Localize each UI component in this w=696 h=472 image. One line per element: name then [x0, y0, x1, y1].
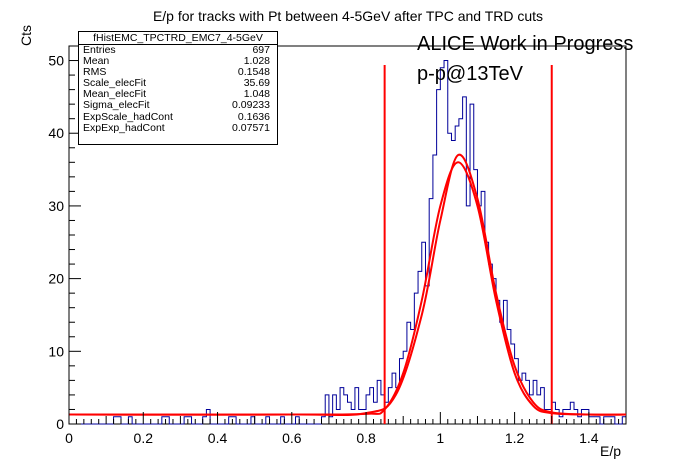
fit-curve-1	[68, 161, 627, 416]
stats-value: 0.1636	[237, 110, 270, 123]
stats-row: RMS 0.1548	[79, 67, 277, 78]
x-tick-label: 1.4	[579, 430, 599, 446]
y-tick-label: 10	[48, 343, 64, 359]
stats-box-title: fHistEMC_TPCTRD_EMC7_4-5GeV	[79, 32, 277, 45]
stats-label: Mean	[83, 55, 110, 68]
chart-title: E/p for tracks with Pt between 4-5GeV af…	[152, 8, 544, 24]
stats-label: Mean_elecFit	[83, 88, 147, 101]
y-tick-label: 20	[48, 271, 64, 287]
x-tick-label: 0.8	[356, 430, 376, 446]
stats-label: Scale_elecFit	[83, 77, 147, 90]
stats-value: 1.048	[243, 88, 270, 101]
collision-system-label: p-p@13TeV	[417, 63, 523, 85]
stats-row: Entries 697	[79, 44, 277, 56]
stats-row: Scale_elecFit 35.69	[79, 78, 277, 89]
stats-row: ExpScale_hadCont 0.1636	[79, 110, 277, 123]
x-tick-label: 1.2	[505, 430, 525, 446]
stats-label: RMS	[83, 66, 107, 79]
stats-row: Sigma_elecFit 0.09233	[79, 100, 277, 111]
stats-value: 0.09233	[232, 99, 270, 112]
stats-value: 35.69	[243, 77, 270, 90]
stats-row: Mean 1.028	[79, 55, 277, 68]
stats-label: ExpExp_hadCont	[83, 121, 165, 134]
stats-value: 1.028	[243, 55, 270, 68]
stats-box: fHistEMC_TPCTRD_EMC7_4-5GeV Entries 697 Me…	[78, 31, 278, 145]
fit-curve-0	[68, 153, 627, 416]
y-tick-label: 40	[48, 125, 64, 141]
y-tick-label: 50	[48, 53, 64, 69]
stats-label: Sigma_elecFit	[83, 99, 150, 112]
stats-row: Mean_elecFit 1.048	[79, 89, 277, 100]
stats-value: 0.1548	[237, 66, 270, 79]
x-tick-label: 0.6	[282, 430, 302, 446]
stats-row: ExpExp_hadCont 0.07571	[79, 121, 277, 134]
x-axis-label: E/p	[600, 443, 622, 459]
y-tick-label: 30	[48, 198, 64, 214]
y-tick-label: 0	[56, 416, 64, 432]
stats-label: Entries	[83, 44, 116, 56]
x-tick-label: 0.4	[208, 430, 228, 446]
stats-value: 697	[252, 44, 270, 56]
stats-label: ExpScale_hadCont	[83, 110, 173, 123]
alice-label: ALICE Work in Progress	[417, 33, 634, 55]
x-tick-label: 0.2	[134, 430, 154, 446]
x-tick-label: 1	[436, 430, 444, 446]
x-tick-label: 0	[65, 430, 73, 446]
stats-value: 0.07571	[232, 121, 270, 134]
